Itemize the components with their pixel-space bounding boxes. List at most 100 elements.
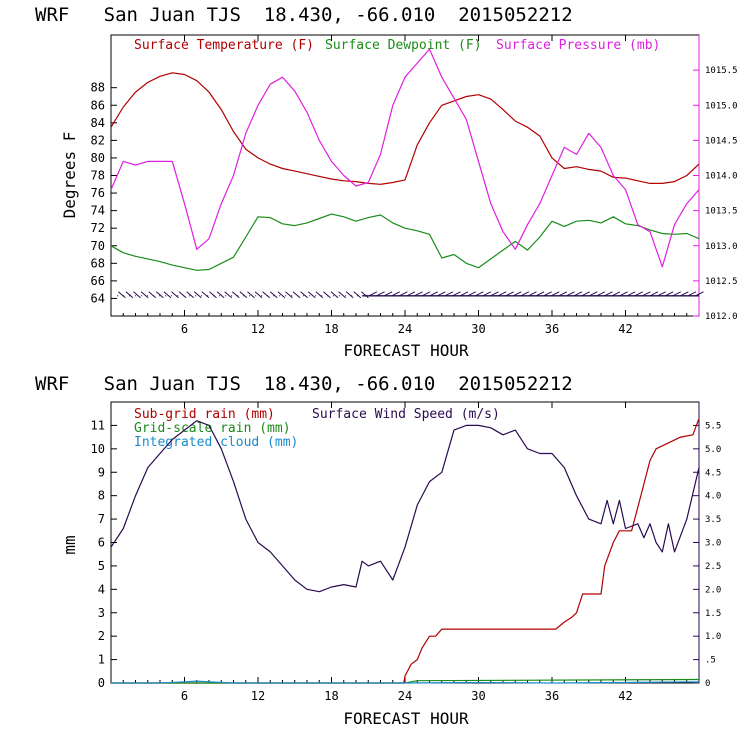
- x-tick-label: 12: [251, 689, 265, 703]
- y2-tick-label: 1.0: [705, 632, 721, 642]
- y-tick-label: 6: [98, 536, 105, 550]
- wind-barb: [657, 291, 666, 297]
- x-tick-label: 12: [251, 322, 265, 336]
- y-tick-label: 4: [98, 582, 105, 596]
- y2-tick-label: 3.0: [705, 539, 721, 549]
- y-tick-label: 78: [91, 169, 105, 183]
- x-tick-label: 24: [398, 322, 412, 336]
- x-tick-label: 36: [545, 322, 559, 336]
- y2-tick-label: 1013.0: [705, 242, 738, 252]
- y2-tick-label: 1.5: [705, 609, 721, 619]
- x-tick-label: 18: [324, 689, 338, 703]
- y2-tick-label: 1014.5: [705, 136, 738, 146]
- y-tick-label: 72: [91, 221, 105, 235]
- wind-barb: [209, 291, 217, 299]
- wind-barb: [315, 291, 324, 299]
- y-tick-label: 82: [91, 133, 105, 147]
- y2-tick-label: 2.0: [705, 585, 721, 595]
- y-tick-label: 11: [91, 418, 105, 432]
- y-tick-label: 10: [91, 442, 105, 456]
- y2-tick-label: 4.5: [705, 468, 721, 478]
- wind-barb: [634, 291, 644, 297]
- wind-barb: [262, 291, 270, 299]
- wind-barb: [277, 291, 286, 299]
- y-tick-label: 80: [91, 151, 105, 165]
- series-line-surface-wind-speed-m-s: [110, 420, 700, 593]
- wind-barb: [133, 291, 141, 299]
- y-tick-label: 7: [98, 512, 105, 526]
- wind-barb: [186, 291, 195, 299]
- legend-entry-gridscale-rain: Grid-scale rain (mm): [134, 421, 291, 436]
- y-tick-label: 3: [98, 606, 105, 620]
- wind-barb: [695, 291, 704, 297]
- wind-barb: [429, 291, 438, 297]
- series-line-integrated-cloud-mm: [111, 680, 700, 684]
- y-tick-label: 70: [91, 239, 105, 253]
- y2-tick-label: 5.5: [705, 421, 721, 431]
- wind-barb: [148, 291, 157, 299]
- wind-barb: [558, 291, 568, 297]
- x-tick-label: 30: [471, 322, 485, 336]
- wind-barb: [543, 291, 552, 297]
- wind-barb: [581, 291, 590, 297]
- y-tick-label: 74: [91, 204, 105, 218]
- wind-barb: [505, 291, 514, 297]
- wind-barb: [490, 291, 499, 297]
- y-tick-label: 8: [98, 489, 105, 503]
- wind-barb: [239, 291, 248, 299]
- y2-tick-label: 1015.5: [705, 66, 738, 76]
- wind-barb: [406, 291, 416, 297]
- y-tick-label: 64: [91, 291, 105, 305]
- x-tick-label: 6: [181, 322, 188, 336]
- wind-barb: [619, 291, 628, 297]
- y-tick-label: 5: [98, 559, 105, 573]
- wind-barb: [611, 291, 621, 297]
- wind-barb: [353, 291, 362, 299]
- wind-barb: [376, 291, 385, 297]
- legend-entry-dewpoint: Surface Dewpoint (F): [325, 38, 482, 53]
- y2-tick-label: 1012.0: [705, 312, 738, 322]
- legend-entry-pressure: Surface Pressure (mb): [496, 38, 660, 53]
- x-axis-label: FORECAST HOUR: [343, 341, 469, 360]
- y2-tick-label: 1014.0: [705, 172, 738, 182]
- wind-barb: [497, 291, 507, 297]
- wind-barb: [300, 291, 308, 299]
- wind-barb: [399, 291, 408, 297]
- wind-barb: [589, 291, 598, 297]
- wind-barb: [125, 291, 134, 299]
- wind-barb: [596, 291, 606, 297]
- wind-barb: [323, 291, 331, 299]
- y2-tick-label: 1015.0: [705, 101, 738, 111]
- panel-title: WRF San Juan TJS 18.430, -66.010 2015052…: [35, 4, 573, 26]
- wind-barb: [467, 291, 476, 297]
- wind-barb: [171, 291, 179, 299]
- x-tick-label: 24: [398, 689, 412, 703]
- y-tick-label: 66: [91, 274, 105, 288]
- y-tick-label: 86: [91, 98, 105, 112]
- wind-barb: [664, 291, 674, 297]
- wind-barb: [247, 291, 255, 299]
- series-line-surface-temperature-f: [110, 72, 700, 185]
- legend-entry-wind-speed: Surface Wind Speed (m/s): [312, 407, 500, 422]
- y2-tick-label: 2.5: [705, 562, 721, 572]
- panel-title: WRF San Juan TJS 18.430, -66.010 2015052…: [35, 373, 573, 395]
- x-axis-label: FORECAST HOUR: [343, 709, 469, 728]
- wind-barb: [566, 291, 575, 297]
- wind-barb: [330, 291, 339, 299]
- panel-precipitation-wind: WRF San Juan TJS 18.430, -66.010 2015052…: [35, 373, 721, 728]
- wind-barb: [224, 291, 233, 299]
- y-tick-label: 88: [91, 81, 105, 95]
- x-tick-label: 42: [618, 689, 632, 703]
- legend-entry-subgrid-rain: Sub-grid rain (mm): [134, 407, 275, 422]
- y-tick-label: 76: [91, 186, 105, 200]
- y2-tick-label: 4.0: [705, 492, 721, 502]
- y2-tick-label: 5.0: [705, 445, 721, 455]
- wind-barb: [178, 291, 187, 299]
- panel-surface-conditions: WRF San Juan TJS 18.430, -66.010 2015052…: [35, 4, 738, 360]
- wind-barb: [345, 291, 354, 299]
- wind-barb: [459, 291, 469, 297]
- wind-barb: [649, 291, 659, 297]
- y-tick-label: 84: [91, 116, 105, 130]
